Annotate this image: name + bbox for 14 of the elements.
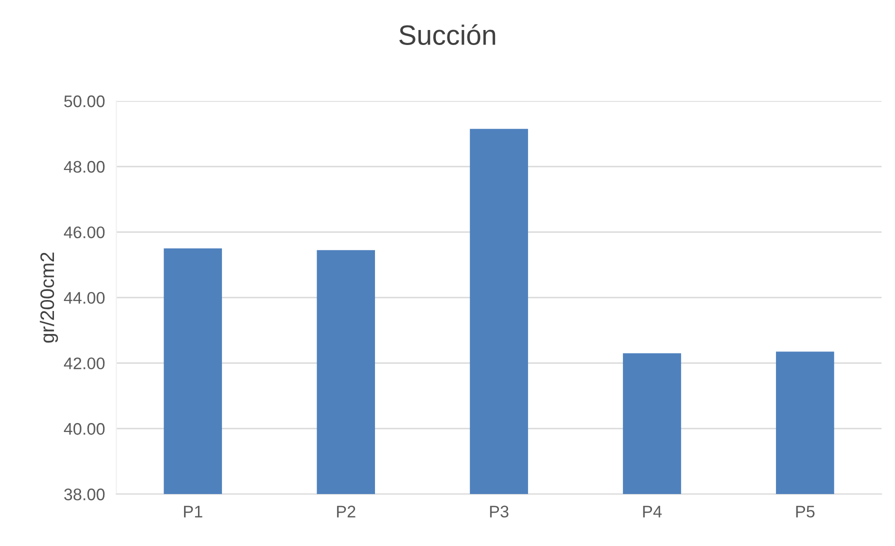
x-tick-label: P1 <box>184 506 202 518</box>
chart-title: Succión <box>399 24 496 45</box>
x-tick-label: P3 <box>490 506 508 518</box>
y-tick-label: 40.00 <box>64 423 105 435</box>
y-axis-title: gr/200cm2 <box>40 252 58 343</box>
y-tick-label: 42.00 <box>64 357 105 370</box>
x-tick-label: P2 <box>337 506 356 518</box>
y-tick-label: 50.00 <box>64 95 105 108</box>
x-tick-label: P5 <box>796 506 815 518</box>
y-tick-label: 38.00 <box>64 488 105 500</box>
x-tick-label: P4 <box>643 506 662 518</box>
y-tick-label: 44.00 <box>64 292 105 304</box>
y-tick-label: 48.00 <box>64 160 105 173</box>
y-tick-label: 46.00 <box>64 226 105 238</box>
